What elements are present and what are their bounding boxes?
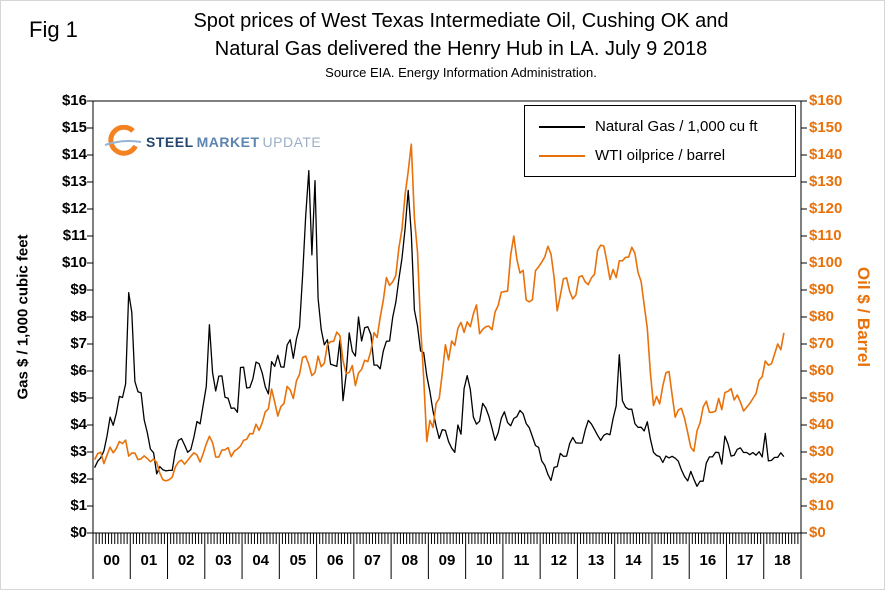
gas-line-swatch: [539, 125, 585, 128]
chart-header: Spot prices of West Texas Intermediate O…: [111, 7, 811, 80]
legend-box: Natural Gas / 1,000 cu ft WTI oilprice /…: [524, 105, 796, 177]
gas-series-line: [94, 170, 785, 487]
chart-title-line2: Natural Gas delivered the Henry Hub in L…: [214, 38, 708, 60]
logo-word-steel: STEEL: [146, 134, 194, 150]
chart-subtitle: Source EIA. Energy Information Administr…: [325, 65, 597, 80]
logo-swirl-icon: [104, 125, 142, 156]
legend-label-wti-oil: WTI oilprice / barrel: [595, 147, 726, 164]
figure-number: Fig 1: [29, 17, 78, 42]
oil-line-swatch: [539, 154, 585, 157]
legend-item-wti-oil: WTI oilprice / barrel: [539, 147, 781, 164]
steel-market-update-logo: STEEL MARKET UPDATE: [103, 125, 321, 159]
legend-label-natural-gas: Natural Gas / 1,000 cu ft: [595, 118, 758, 135]
logo-word-market: MARKET: [196, 134, 260, 150]
logo-word-update: UPDATE: [262, 134, 322, 150]
chart-title-line1: Spot prices of West Texas Intermediate O…: [193, 10, 729, 32]
oil-series-line: [93, 143, 785, 482]
legend-item-natural-gas: Natural Gas / 1,000 cu ft: [539, 118, 781, 135]
